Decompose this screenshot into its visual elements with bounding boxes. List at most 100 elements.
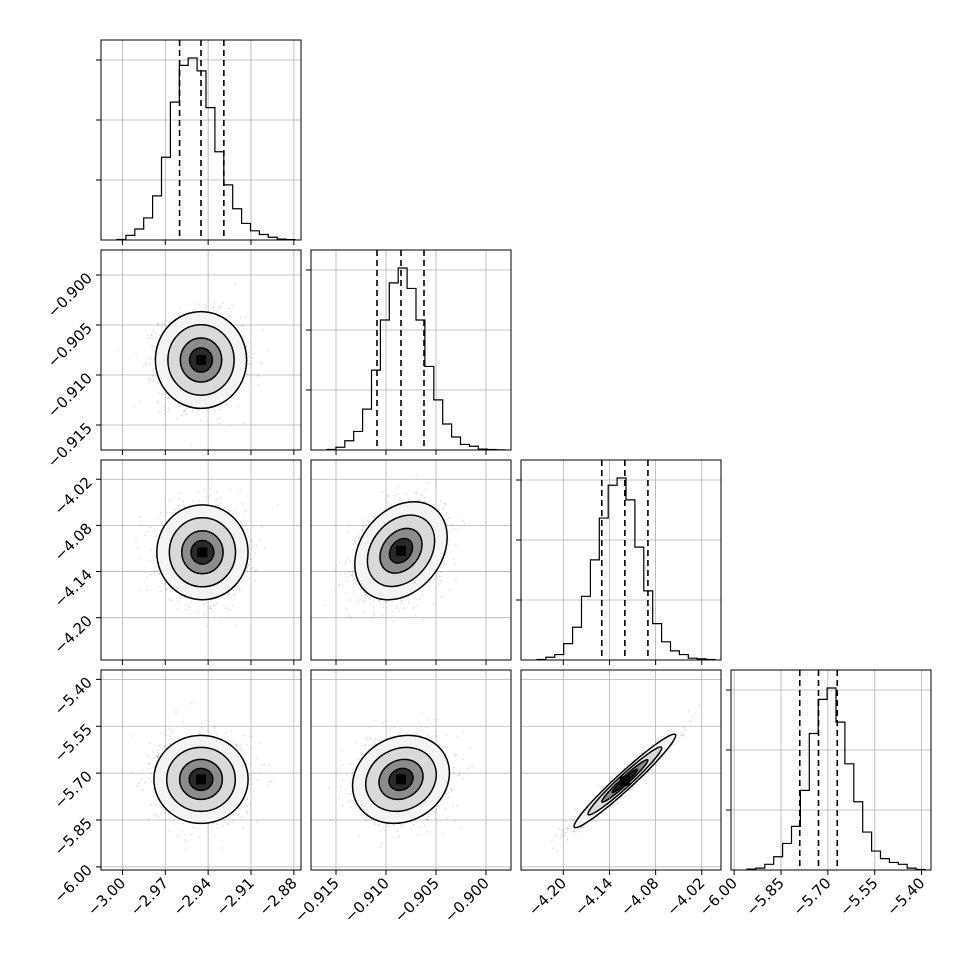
scatter-point: [332, 819, 334, 822]
scatter-point: [164, 811, 167, 814]
histogram-3: [746, 687, 926, 870]
scatter-point: [258, 773, 261, 775]
scatter-point: [252, 567, 255, 569]
scatter-point: [263, 763, 266, 766]
scatter-point: [564, 820, 567, 823]
scatter-point: [441, 595, 444, 598]
scatter-point: [198, 499, 200, 502]
scatter-point: [158, 573, 161, 575]
scatter-point: [639, 752, 641, 755]
scatter-point: [561, 828, 564, 831]
scatter-point: [415, 474, 417, 477]
scatter-point: [231, 820, 234, 823]
scatter-point: [153, 572, 156, 575]
scatter-point: [259, 538, 261, 541]
scatter-point: [156, 382, 159, 385]
scatter-point: [254, 551, 257, 554]
scatter-point: [354, 539, 356, 542]
scatter-point: [260, 764, 263, 766]
scatter-point: [135, 541, 137, 544]
scatter-point: [249, 567, 252, 570]
scatter-point: [133, 405, 136, 408]
scatter-point: [560, 834, 563, 836]
scatter-point: [568, 817, 571, 820]
scatter-point: [641, 751, 643, 754]
scatter-point: [361, 529, 363, 531]
scatter-point: [372, 600, 375, 602]
scatter-point: [214, 835, 217, 838]
scatter-point: [233, 594, 236, 597]
scatter-point: [455, 753, 458, 756]
scatter-point: [464, 523, 466, 525]
scatter-point: [243, 734, 245, 737]
scatter-point: [200, 726, 203, 729]
scatter-point: [231, 743, 234, 745]
scatter-point: [149, 357, 152, 359]
scatter-point: [164, 412, 166, 415]
scatter-point: [453, 562, 456, 565]
scatter-point: [452, 771, 455, 774]
scatter-point: [181, 829, 183, 832]
scatter-point: [212, 300, 215, 303]
scatter-point: [249, 803, 252, 806]
scatter-point: [268, 781, 271, 784]
scatter-point: [362, 814, 365, 816]
y-tick-label: −4.14: [51, 566, 96, 611]
scatter-point: [387, 825, 390, 827]
scatter-point: [361, 530, 364, 532]
scatter-point: [204, 719, 207, 722]
scatter-point: [173, 508, 176, 511]
scatter-point: [166, 398, 169, 401]
scatter-point: [240, 750, 243, 752]
scatter-point: [203, 603, 205, 606]
scatter-point: [161, 806, 164, 809]
scatter-point: [171, 730, 174, 732]
scatter-point: [373, 614, 375, 617]
scatter-point: [669, 750, 672, 753]
scatter-point: [462, 731, 465, 734]
scatter-point: [242, 826, 245, 829]
scatter-point: [149, 573, 152, 576]
scatter-point: [178, 306, 181, 308]
scatter-point: [425, 726, 428, 728]
scatter-point: [426, 831, 428, 833]
scatter-point: [250, 547, 253, 550]
scatter-point: [353, 578, 356, 581]
scatter-point: [398, 835, 400, 838]
scatter-point: [151, 345, 153, 348]
scatter-point: [407, 596, 409, 598]
scatter-point: [349, 793, 352, 796]
scatter-point: [221, 847, 224, 849]
scatter-point: [363, 610, 366, 613]
scatter-point: [373, 743, 376, 746]
scatter-point: [148, 377, 151, 380]
scatter-point: [262, 329, 265, 332]
scatter-point: [398, 610, 400, 613]
scatter-point: [185, 849, 188, 851]
scatter-point: [440, 499, 442, 502]
scatter-point: [690, 720, 692, 722]
scatter-point: [228, 307, 231, 310]
scatter-point: [252, 545, 255, 547]
scatter-point: [680, 731, 683, 733]
scatter-point: [219, 618, 222, 621]
scatter-point: [247, 351, 250, 354]
scatter-point: [354, 740, 357, 743]
panel-2-1: [310, 459, 512, 661]
scatter-point: [165, 511, 168, 514]
scatter-point: [211, 825, 214, 828]
scatter-point: [377, 600, 380, 603]
scatter-point: [144, 534, 147, 537]
x-tick-label: −4.20: [525, 874, 570, 919]
scatter-point: [661, 755, 664, 758]
scatter-point: [239, 520, 242, 523]
scatter-point: [154, 535, 157, 538]
scatter-point: [597, 784, 599, 786]
scatter-point: [209, 607, 211, 610]
y-tick-label: −5.85: [51, 814, 96, 859]
x-tick-label: −5.70: [789, 874, 834, 919]
scatter-point: [209, 487, 212, 490]
scatter-point: [216, 823, 219, 826]
scatter-point: [256, 820, 259, 823]
scatter-point: [148, 777, 150, 780]
